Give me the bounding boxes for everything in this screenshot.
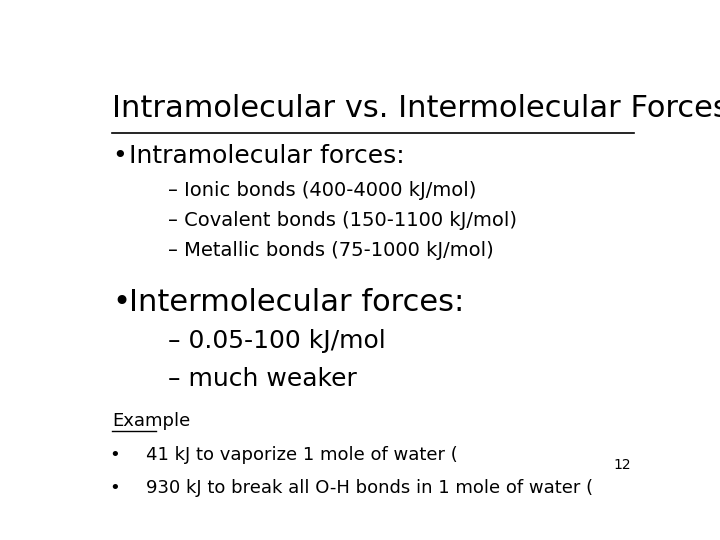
Text: – Metallic bonds (75-1000 kJ/mol): – Metallic bonds (75-1000 kJ/mol) [168,241,494,260]
Text: Intermolecular forces:: Intermolecular forces: [129,288,464,316]
Text: •: • [112,288,130,316]
Text: – Covalent bonds (150-1100 kJ/mol): – Covalent bonds (150-1100 kJ/mol) [168,211,517,230]
Text: Intramolecular forces:: Intramolecular forces: [129,144,405,168]
Text: Example: Example [112,413,191,430]
Text: – 0.05-100 kJ/mol: – 0.05-100 kJ/mol [168,329,386,353]
Text: – much weaker: – much weaker [168,367,357,390]
Text: •: • [109,446,120,464]
Text: – Ionic bonds (400-4000 kJ/mol): – Ionic bonds (400-4000 kJ/mol) [168,181,477,200]
Text: Intramolecular vs. Intermolecular Forces: Intramolecular vs. Intermolecular Forces [112,94,720,123]
Text: 41 kJ to vaporize 1 mole of water (: 41 kJ to vaporize 1 mole of water ( [145,446,457,464]
Text: 930 kJ to break all O-H bonds in 1 mole of water (: 930 kJ to break all O-H bonds in 1 mole … [145,479,593,497]
Text: 12: 12 [613,458,631,472]
Text: •: • [112,144,127,168]
Text: •: • [109,479,120,497]
